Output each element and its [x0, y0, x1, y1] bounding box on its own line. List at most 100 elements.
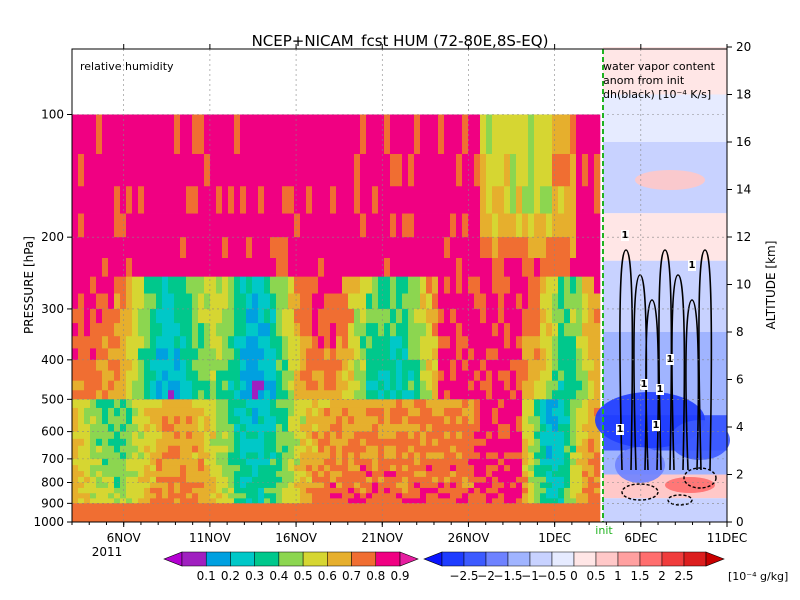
humidity-cell	[234, 258, 241, 278]
humidity-cell	[456, 348, 463, 361]
humidity-cell	[240, 114, 247, 155]
humidity-cell	[408, 416, 415, 425]
humidity-cell	[510, 503, 517, 509]
humidity-cell	[354, 186, 361, 214]
humidity-cell	[546, 487, 553, 494]
humidity-cell	[306, 438, 313, 447]
humidity-cell	[180, 213, 187, 238]
colorbar-right-label: 1.5	[630, 569, 649, 583]
humidity-cell	[462, 213, 469, 238]
humidity-cell	[96, 445, 103, 453]
humidity-cell	[216, 153, 223, 187]
humidity-cell	[204, 452, 211, 460]
humidity-cell	[240, 517, 247, 523]
humidity-cell	[186, 445, 193, 453]
humidity-cell	[504, 308, 511, 324]
humidity-cell	[546, 213, 553, 238]
humidity-cell	[444, 476, 451, 483]
humidity-cell	[294, 452, 301, 460]
humidity-cell	[180, 390, 187, 400]
humidity-cell	[282, 503, 289, 509]
humidity-cell	[384, 399, 391, 409]
humidity-cell	[324, 336, 331, 349]
humidity-cell	[450, 399, 457, 409]
humidity-cell	[378, 336, 385, 349]
humidity-cell	[204, 508, 211, 514]
humidity-cell	[486, 336, 493, 349]
humidity-cell	[78, 482, 85, 489]
humidity-cell	[540, 431, 547, 440]
contour-label: 1	[667, 354, 674, 365]
humidity-cell	[228, 445, 235, 453]
humidity-cell	[456, 465, 463, 472]
humidity-cell	[366, 359, 373, 371]
y-right-tick-label: 4	[736, 420, 744, 434]
humidity-cell	[432, 431, 439, 440]
humidity-cell	[582, 493, 589, 499]
humidity-cell	[204, 503, 211, 509]
humidity-cell	[216, 465, 223, 472]
humidity-cell	[264, 452, 271, 460]
humidity-cell	[96, 276, 103, 294]
humidity-cell	[552, 508, 559, 514]
humidity-cell	[306, 487, 313, 494]
humidity-cell	[540, 493, 547, 499]
humidity-cell	[396, 471, 403, 478]
humidity-cell	[156, 498, 163, 504]
humidity-cell	[246, 512, 253, 518]
humidity-cell	[282, 336, 289, 349]
humidity-cell	[270, 476, 277, 483]
humidity-cell	[330, 503, 337, 509]
humidity-cell	[396, 308, 403, 324]
humidity-cell	[570, 114, 577, 155]
humidity-cell	[132, 399, 139, 409]
humidity-cell	[282, 237, 289, 259]
humidity-cell	[456, 153, 463, 187]
humidity-cell	[504, 517, 511, 523]
humidity-cell	[366, 517, 373, 523]
humidity-cell	[498, 498, 505, 504]
humidity-cell	[420, 458, 427, 466]
x-tick-label: 1DEC	[538, 531, 571, 545]
humidity-cell	[474, 186, 481, 214]
humidity-cell	[450, 258, 457, 278]
humidity-cell	[204, 276, 211, 294]
humidity-cell	[384, 390, 391, 400]
humidity-cell	[468, 390, 475, 400]
humidity-cell	[384, 452, 391, 460]
humidity-cell	[156, 114, 163, 155]
humidity-cell	[276, 498, 283, 504]
humidity-cell	[120, 293, 127, 310]
humidity-cell	[480, 476, 487, 483]
humidity-cell	[546, 390, 553, 400]
humidity-cell	[120, 359, 127, 371]
humidity-cell	[552, 380, 559, 391]
humidity-cell	[162, 517, 169, 523]
humidity-cell	[408, 458, 415, 466]
humidity-cell	[150, 380, 157, 391]
humidity-cell	[84, 336, 91, 349]
humidity-cell	[114, 407, 121, 417]
humidity-cell	[354, 213, 361, 238]
humidity-cell	[288, 370, 295, 382]
humidity-cell	[246, 452, 253, 460]
humidity-cell	[372, 186, 379, 214]
humidity-cell	[354, 493, 361, 499]
humidity-cell	[288, 323, 295, 337]
humidity-cell	[480, 487, 487, 494]
humidity-cell	[132, 293, 139, 310]
humidity-cell	[384, 438, 391, 447]
humidity-cell	[102, 438, 109, 447]
humidity-cell	[342, 348, 349, 361]
humidity-cell	[162, 424, 169, 432]
humidity-cell	[222, 407, 229, 417]
humidity-cell	[462, 237, 469, 259]
humidity-cell	[270, 258, 277, 278]
humidity-cell	[426, 114, 433, 155]
humidity-cell	[102, 399, 109, 409]
humidity-cell	[330, 438, 337, 447]
humidity-cell	[582, 512, 589, 518]
humidity-cell	[420, 308, 427, 324]
colorbar-right-max-arrow	[705, 551, 725, 567]
humidity-cell	[138, 407, 145, 417]
